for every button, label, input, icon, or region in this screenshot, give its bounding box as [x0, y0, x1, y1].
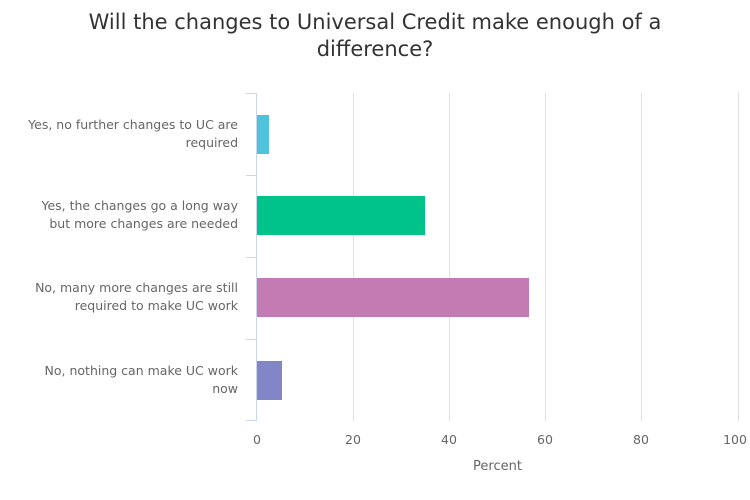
x-tick-label: 0	[253, 432, 261, 447]
y-axis-line	[256, 93, 257, 421]
x-tick-label: 60	[537, 432, 553, 447]
gridline-100	[738, 93, 739, 421]
gridline-80	[641, 93, 642, 421]
category-label-line: required to make UC work	[74, 298, 238, 313]
x-tick-label: 40	[441, 432, 457, 447]
x-axis-title: Percent	[473, 459, 522, 474]
gridline-20	[353, 93, 354, 421]
chart-title-line-1: Will the changes to Universal Credit mak…	[88, 10, 662, 34]
bar-no-nothing-can[interactable]	[257, 361, 282, 400]
y-axis-tick	[246, 175, 256, 176]
category-label: Yes, the changes go a long way but more …	[0, 197, 238, 233]
y-axis-tick	[246, 339, 256, 340]
bar-no-many-more-changes[interactable]	[257, 278, 529, 317]
x-tick-label: 80	[633, 432, 649, 447]
plot-area	[257, 93, 739, 421]
category-label: Yes, no further changes to UC are requir…	[0, 116, 238, 152]
category-label-line: now	[212, 381, 238, 396]
category-label-line: Yes, no further changes to UC are	[28, 117, 238, 132]
bar-yes-no-further-changes[interactable]	[257, 115, 270, 154]
category-label-line: Yes, the changes go a long way	[41, 198, 238, 213]
x-tick-label: 20	[345, 432, 361, 447]
category-label-line: No, many more changes are still	[35, 280, 238, 295]
y-axis-tick	[246, 93, 256, 94]
category-label: No, nothing can make UC work now	[0, 362, 238, 398]
gridline-40	[449, 93, 450, 421]
y-axis-tick	[246, 420, 256, 421]
category-label-line: required	[185, 135, 238, 150]
category-label-line: but more changes are needed	[49, 216, 238, 231]
x-tick-label: 100	[723, 432, 747, 447]
chart-title: Will the changes to Universal Credit mak…	[0, 9, 750, 63]
category-label: No, many more changes are still required…	[0, 279, 238, 315]
y-axis-tick	[246, 257, 256, 258]
gridline-60	[545, 93, 546, 421]
chart-title-line-2: difference?	[316, 37, 434, 61]
category-label-line: No, nothing can make UC work	[44, 363, 238, 378]
bar-yes-long-way[interactable]	[257, 196, 426, 235]
